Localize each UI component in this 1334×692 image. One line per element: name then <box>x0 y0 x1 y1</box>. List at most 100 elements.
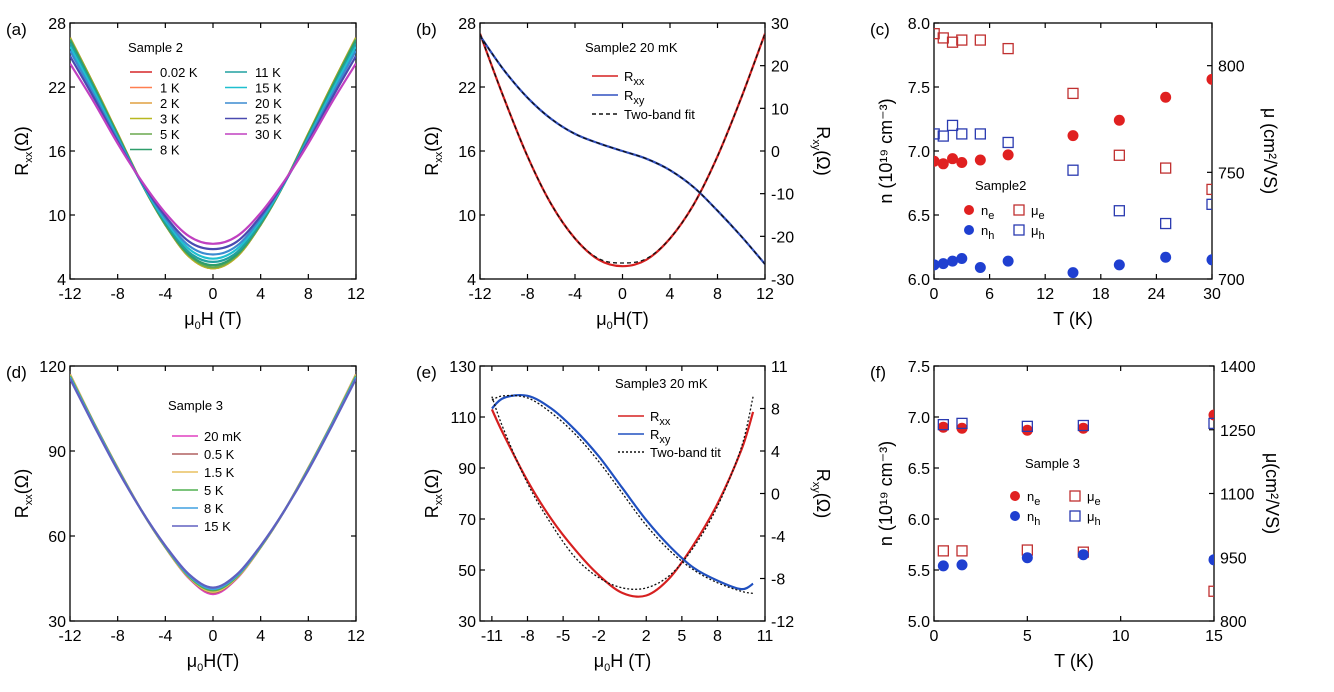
x-tick-label: 12 <box>347 286 365 303</box>
label-part: H(T) <box>203 651 239 671</box>
label-part: (Ω) <box>12 469 32 494</box>
data-point-μh <box>934 128 940 140</box>
y-tick-label: 60 <box>48 529 66 546</box>
legend-marker <box>1013 204 1025 216</box>
data-point-nh <box>974 261 986 273</box>
data-point-ne <box>1206 73 1212 85</box>
label-part: (Ω) <box>422 469 442 494</box>
label-part: H (T) <box>610 651 651 671</box>
x-tick-label: -4 <box>158 628 172 645</box>
series-line-two-band-tit <box>491 396 754 590</box>
legend-label: 0.02 K <box>160 65 198 80</box>
data-point-μh <box>956 128 968 140</box>
x-tick-label: 4 <box>666 286 675 303</box>
subscript: 0 <box>607 320 613 332</box>
y-tick-label: 16 <box>458 144 476 161</box>
y2-tick-label: -8 <box>771 572 785 589</box>
y-tick-label: 4 <box>467 272 476 289</box>
subscript: xy <box>659 434 671 446</box>
x-tick-label: 12 <box>347 628 365 645</box>
legend-label: 8 K <box>160 143 180 158</box>
subscript: xy <box>633 95 645 107</box>
data-point-μe <box>1113 149 1125 161</box>
y2-tick-label: 0 <box>771 144 780 161</box>
legend-label: Rxx <box>650 409 671 428</box>
subscript: 0 <box>604 662 610 674</box>
y-tick-label: 7.0 <box>908 410 930 427</box>
x-tick-label: 0 <box>209 628 218 645</box>
legend-marker <box>964 205 974 215</box>
legend-marker <box>1069 510 1081 522</box>
label-part: R <box>813 469 833 482</box>
series-line-0-02-k <box>70 37 356 270</box>
y-tick-label: 30 <box>458 614 476 631</box>
y-tick-label: 22 <box>48 80 66 97</box>
y-tick-label: 90 <box>458 461 476 478</box>
y2-tick-label: 8 <box>771 402 780 419</box>
x-tick-label: 12 <box>1036 286 1054 303</box>
data-point-nh <box>956 559 968 571</box>
x-tick-label: -8 <box>520 286 534 303</box>
series-line-15-k <box>70 45 356 260</box>
subscript: xy <box>810 139 822 151</box>
plot-frame <box>933 365 1215 622</box>
plot-frame <box>69 22 357 280</box>
y-tick-label: 30 <box>48 614 66 631</box>
legend-label: Rxy <box>650 427 671 446</box>
label-part: n <box>981 223 988 238</box>
panel-c: 0 6 12 18 24 30 6.0 6.5 7.0 7.5 8.0 700 750 800 (c) T (… <box>870 16 1280 329</box>
legend-label: μh <box>1031 223 1045 242</box>
data-point-nh <box>1160 251 1172 263</box>
subscript: h <box>1034 516 1040 528</box>
y-tick-label: 5.0 <box>908 614 930 631</box>
x-tick-label: 5 <box>1023 628 1032 645</box>
y-tick-label: 22 <box>458 80 476 97</box>
legend-label: 8 K <box>204 501 224 516</box>
x-tick-label: -12 <box>468 286 491 303</box>
series-line-2-k <box>70 37 356 270</box>
subscript: xx <box>433 151 445 163</box>
data-point-μe <box>937 545 949 557</box>
y-tick-label: 70 <box>458 512 476 529</box>
x-tick-label: 2 <box>642 628 651 645</box>
y-tick-label: 10 <box>48 208 66 225</box>
series-line-rxx <box>490 408 755 598</box>
legend-marker <box>1069 490 1081 502</box>
y2-tick-label: 700 <box>1218 272 1245 289</box>
data-point-μh <box>946 119 959 132</box>
data-point-μh <box>1021 420 1033 433</box>
panel-title: Sample 2 <box>128 40 183 55</box>
data-point-μh <box>974 128 986 140</box>
x-tick-label: 5 <box>677 628 686 645</box>
label-part: μ <box>1087 509 1095 524</box>
x-tick-label: -11 <box>481 628 503 645</box>
legend-label: Two-band tit <box>650 445 721 460</box>
legend-label: 25 K <box>255 112 282 127</box>
label-part: μ <box>1087 489 1095 504</box>
series-line-25-k <box>70 55 356 251</box>
y-tick-label: 90 <box>48 444 66 461</box>
legend-label: 15 K <box>255 81 282 96</box>
panel-e: -11 -8 -5 -2 2 5 8 1130507090110130-12-8-404811… <box>416 359 833 674</box>
series-line-two-band-tit <box>491 394 754 595</box>
subscript: h <box>1095 516 1101 528</box>
x-tick-label: 4 <box>256 628 265 645</box>
y-tick-label: 6.0 <box>908 272 930 289</box>
plot-area <box>70 37 356 270</box>
data-point-nh <box>1208 554 1214 566</box>
y2-tick-label: 1100 <box>1220 487 1255 504</box>
y-tick-label: 8.0 <box>908 16 930 33</box>
x-tick-label: -8 <box>520 628 534 645</box>
data-point-μe <box>1160 162 1172 174</box>
label-part: n <box>981 203 988 218</box>
y2-axis-label: Rxy(Ω) <box>810 469 833 518</box>
subscript: xx <box>23 494 35 506</box>
subscript: e <box>1034 496 1040 508</box>
y2-tick-label: 800 <box>1218 59 1245 76</box>
y-tick-label: 6.5 <box>908 461 930 478</box>
data-point-ne <box>1113 114 1125 126</box>
data-point-ne <box>1160 91 1172 103</box>
data-point-μh <box>1113 205 1125 217</box>
legend-label: 5 K <box>204 483 224 498</box>
